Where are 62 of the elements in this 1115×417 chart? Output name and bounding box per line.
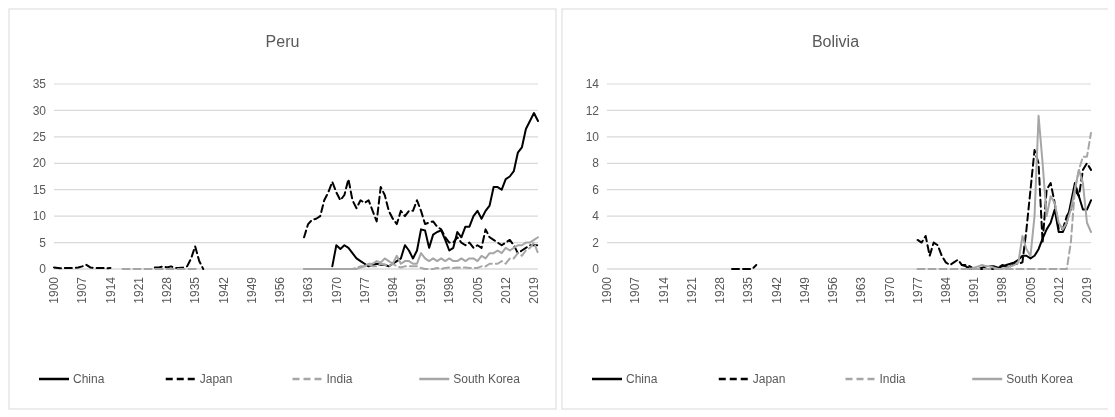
- x-tick-label: 1991: [967, 276, 982, 304]
- x-tick-label: 1956: [826, 276, 841, 304]
- x-tick-label: 1949: [244, 276, 259, 304]
- y-tick-label: 20: [32, 156, 47, 171]
- x-tick-label: 2019: [1080, 276, 1095, 304]
- x-tick-label: 1963: [301, 276, 316, 304]
- y-tick-label: 12: [585, 103, 600, 118]
- x-tick-label: 1928: [713, 276, 728, 304]
- chart-title: Bolivia: [811, 33, 860, 50]
- legend-label: South Korea: [453, 372, 521, 387]
- y-tick-label: 35: [32, 77, 47, 92]
- x-tick-label: 1921: [684, 276, 699, 304]
- x-tick-label: 1935: [741, 276, 756, 304]
- legend-label: South Korea: [1006, 372, 1074, 387]
- x-tick-label: 1935: [188, 276, 203, 304]
- legend-label: China: [626, 372, 658, 387]
- x-tick-label: 1928: [160, 276, 175, 304]
- x-tick-label: 1984: [386, 276, 400, 304]
- x-tick-label: 1942: [769, 276, 784, 304]
- y-tick-label: 0: [39, 262, 47, 277]
- x-tick-label: 2012: [1051, 276, 1066, 304]
- y-tick-label: 10: [32, 209, 47, 224]
- legend-label: Japan: [752, 372, 786, 387]
- x-tick-label: 1963: [854, 276, 869, 304]
- x-tick-label: 1907: [75, 276, 90, 304]
- y-tick-label: 8: [592, 156, 600, 171]
- x-tick-label: 1970: [882, 276, 897, 304]
- x-tick-label: 1956: [273, 276, 288, 304]
- x-tick-label: 2005: [1023, 276, 1038, 304]
- x-tick-label: 1942: [216, 276, 231, 304]
- legend-label: India: [326, 372, 353, 387]
- x-tick-label: 1977: [910, 276, 925, 304]
- legend-label: Japan: [199, 372, 233, 387]
- chart-title: Peru: [265, 33, 300, 50]
- y-tick-label: 5: [39, 235, 47, 250]
- x-tick-label: 1949: [797, 276, 812, 304]
- legend-label: China: [73, 372, 105, 387]
- x-tick-label: 2005: [470, 276, 485, 304]
- y-tick-label: 15: [32, 182, 47, 197]
- y-tick-label: 0: [592, 262, 600, 277]
- x-tick-label: 1998: [442, 276, 457, 304]
- x-tick-label: 1907: [628, 276, 643, 304]
- y-tick-label: 10: [585, 130, 600, 145]
- x-tick-label: 2019: [527, 276, 542, 304]
- x-tick-label: 1900: [47, 276, 62, 304]
- x-tick-label: 1900: [600, 276, 615, 304]
- x-tick-label: 1991: [414, 276, 429, 304]
- y-tick-label: 2: [592, 235, 600, 250]
- x-tick-label: 1921: [131, 276, 146, 304]
- x-tick-label: 1998: [995, 276, 1010, 304]
- y-tick-label: 6: [592, 182, 600, 197]
- x-tick-label: 1914: [103, 276, 118, 304]
- x-tick-label: 2012: [498, 276, 513, 304]
- y-tick-label: 14: [585, 77, 600, 92]
- x-tick-label: 1970: [329, 276, 344, 304]
- x-tick-label: 1914: [656, 276, 671, 304]
- y-tick-label: 25: [32, 130, 47, 145]
- legend-label: India: [879, 372, 906, 387]
- y-tick-label: 4: [592, 209, 600, 224]
- x-tick-label: 1977: [357, 276, 372, 304]
- y-tick-label: 30: [32, 103, 47, 118]
- x-tick-label: 1984: [939, 276, 953, 304]
